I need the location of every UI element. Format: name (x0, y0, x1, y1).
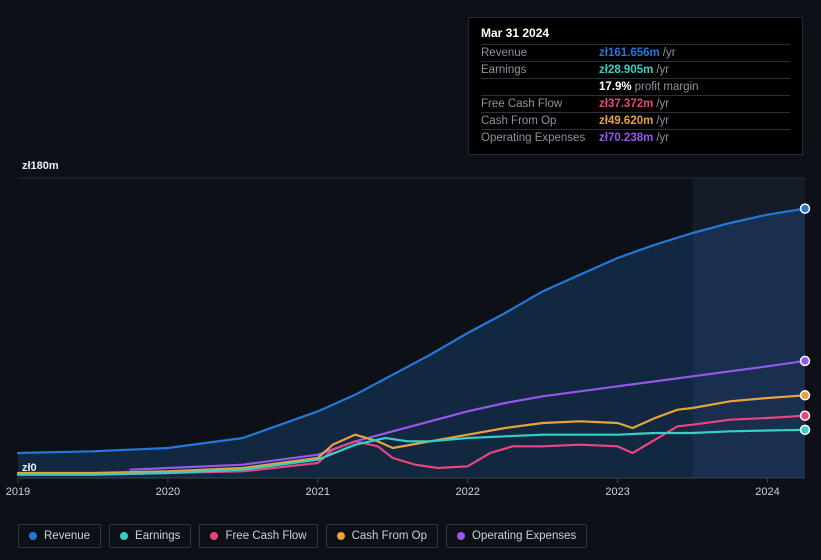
tooltip-metric-unit: /yr (656, 98, 669, 110)
chart-legend: Revenue Earnings Free Cash Flow Cash From O… (18, 524, 587, 548)
x-axis-label: 2023 (605, 486, 629, 498)
legend-dot-icon (457, 532, 465, 540)
x-axis-label: 2024 (755, 486, 779, 498)
tooltip-row: Cash From Opzł49.620m/yr (481, 112, 790, 129)
tooltip-metric-label: Free Cash Flow (481, 98, 599, 110)
legend-item-revenue[interactable]: Revenue (18, 524, 101, 548)
tooltip-metric-unit: /yr (656, 115, 669, 127)
legend-label: Revenue (44, 530, 90, 542)
x-axis-label: 2019 (6, 486, 30, 498)
tooltip-metric-label: Cash From Op (481, 115, 599, 127)
legend-item-cfo[interactable]: Cash From Op (326, 524, 438, 548)
tooltip-metric-value: zł161.656m (599, 47, 660, 59)
tooltip-metric-value: zł70.238m (599, 132, 653, 144)
legend-dot-icon (210, 532, 218, 540)
y-axis-label: zł0 (22, 462, 37, 474)
tooltip-title: Mar 31 2024 (481, 26, 790, 44)
legend-label: Earnings (135, 530, 180, 542)
tooltip-metric-unit: /yr (656, 132, 669, 144)
tooltip-metric-unit: /yr (663, 47, 676, 59)
tooltip-metric-value: zł28.905m (599, 64, 653, 76)
tooltip-row: Free Cash Flowzł37.372m/yr (481, 95, 790, 112)
legend-item-opex[interactable]: Operating Expenses (446, 524, 587, 548)
financials-chart: zł180m zł0 2019 2020 2021 2022 2023 2024 Mar 3… (0, 0, 821, 560)
x-axis-label: 2020 (156, 486, 180, 498)
legend-dot-icon (120, 532, 128, 540)
tooltip-metric-label: Revenue (481, 47, 599, 59)
y-axis-label: zł180m (22, 160, 59, 172)
x-axis-label: 2021 (306, 486, 330, 498)
legend-dot-icon (29, 532, 37, 540)
legend-item-fcf[interactable]: Free Cash Flow (199, 524, 317, 548)
tooltip-metric-label (481, 81, 599, 93)
legend-label: Cash From Op (352, 530, 427, 542)
tooltip-metric-value: 17.9% (599, 81, 632, 93)
tooltip-metric-value: zł37.372m (599, 98, 653, 110)
legend-label: Operating Expenses (472, 530, 576, 542)
x-axis-label: 2022 (455, 486, 479, 498)
chart-tooltip: Mar 31 2024 Revenuezł161.656m/yrEarnings… (468, 17, 803, 155)
tooltip-row: Earningszł28.905m/yr (481, 61, 790, 78)
tooltip-row: Revenuezł161.656m/yr (481, 44, 790, 61)
tooltip-row: Operating Expenseszł70.238m/yr (481, 129, 790, 146)
tooltip-metric-label: Operating Expenses (481, 132, 599, 144)
legend-item-earnings[interactable]: Earnings (109, 524, 191, 548)
tooltip-metric-value: zł49.620m (599, 115, 653, 127)
legend-label: Free Cash Flow (225, 530, 306, 542)
tooltip-metric-unit: profit margin (635, 81, 699, 93)
tooltip-metric-unit: /yr (656, 64, 669, 76)
tooltip-row: 17.9%profit margin (481, 78, 790, 95)
tooltip-metric-label: Earnings (481, 64, 599, 76)
legend-dot-icon (337, 532, 345, 540)
